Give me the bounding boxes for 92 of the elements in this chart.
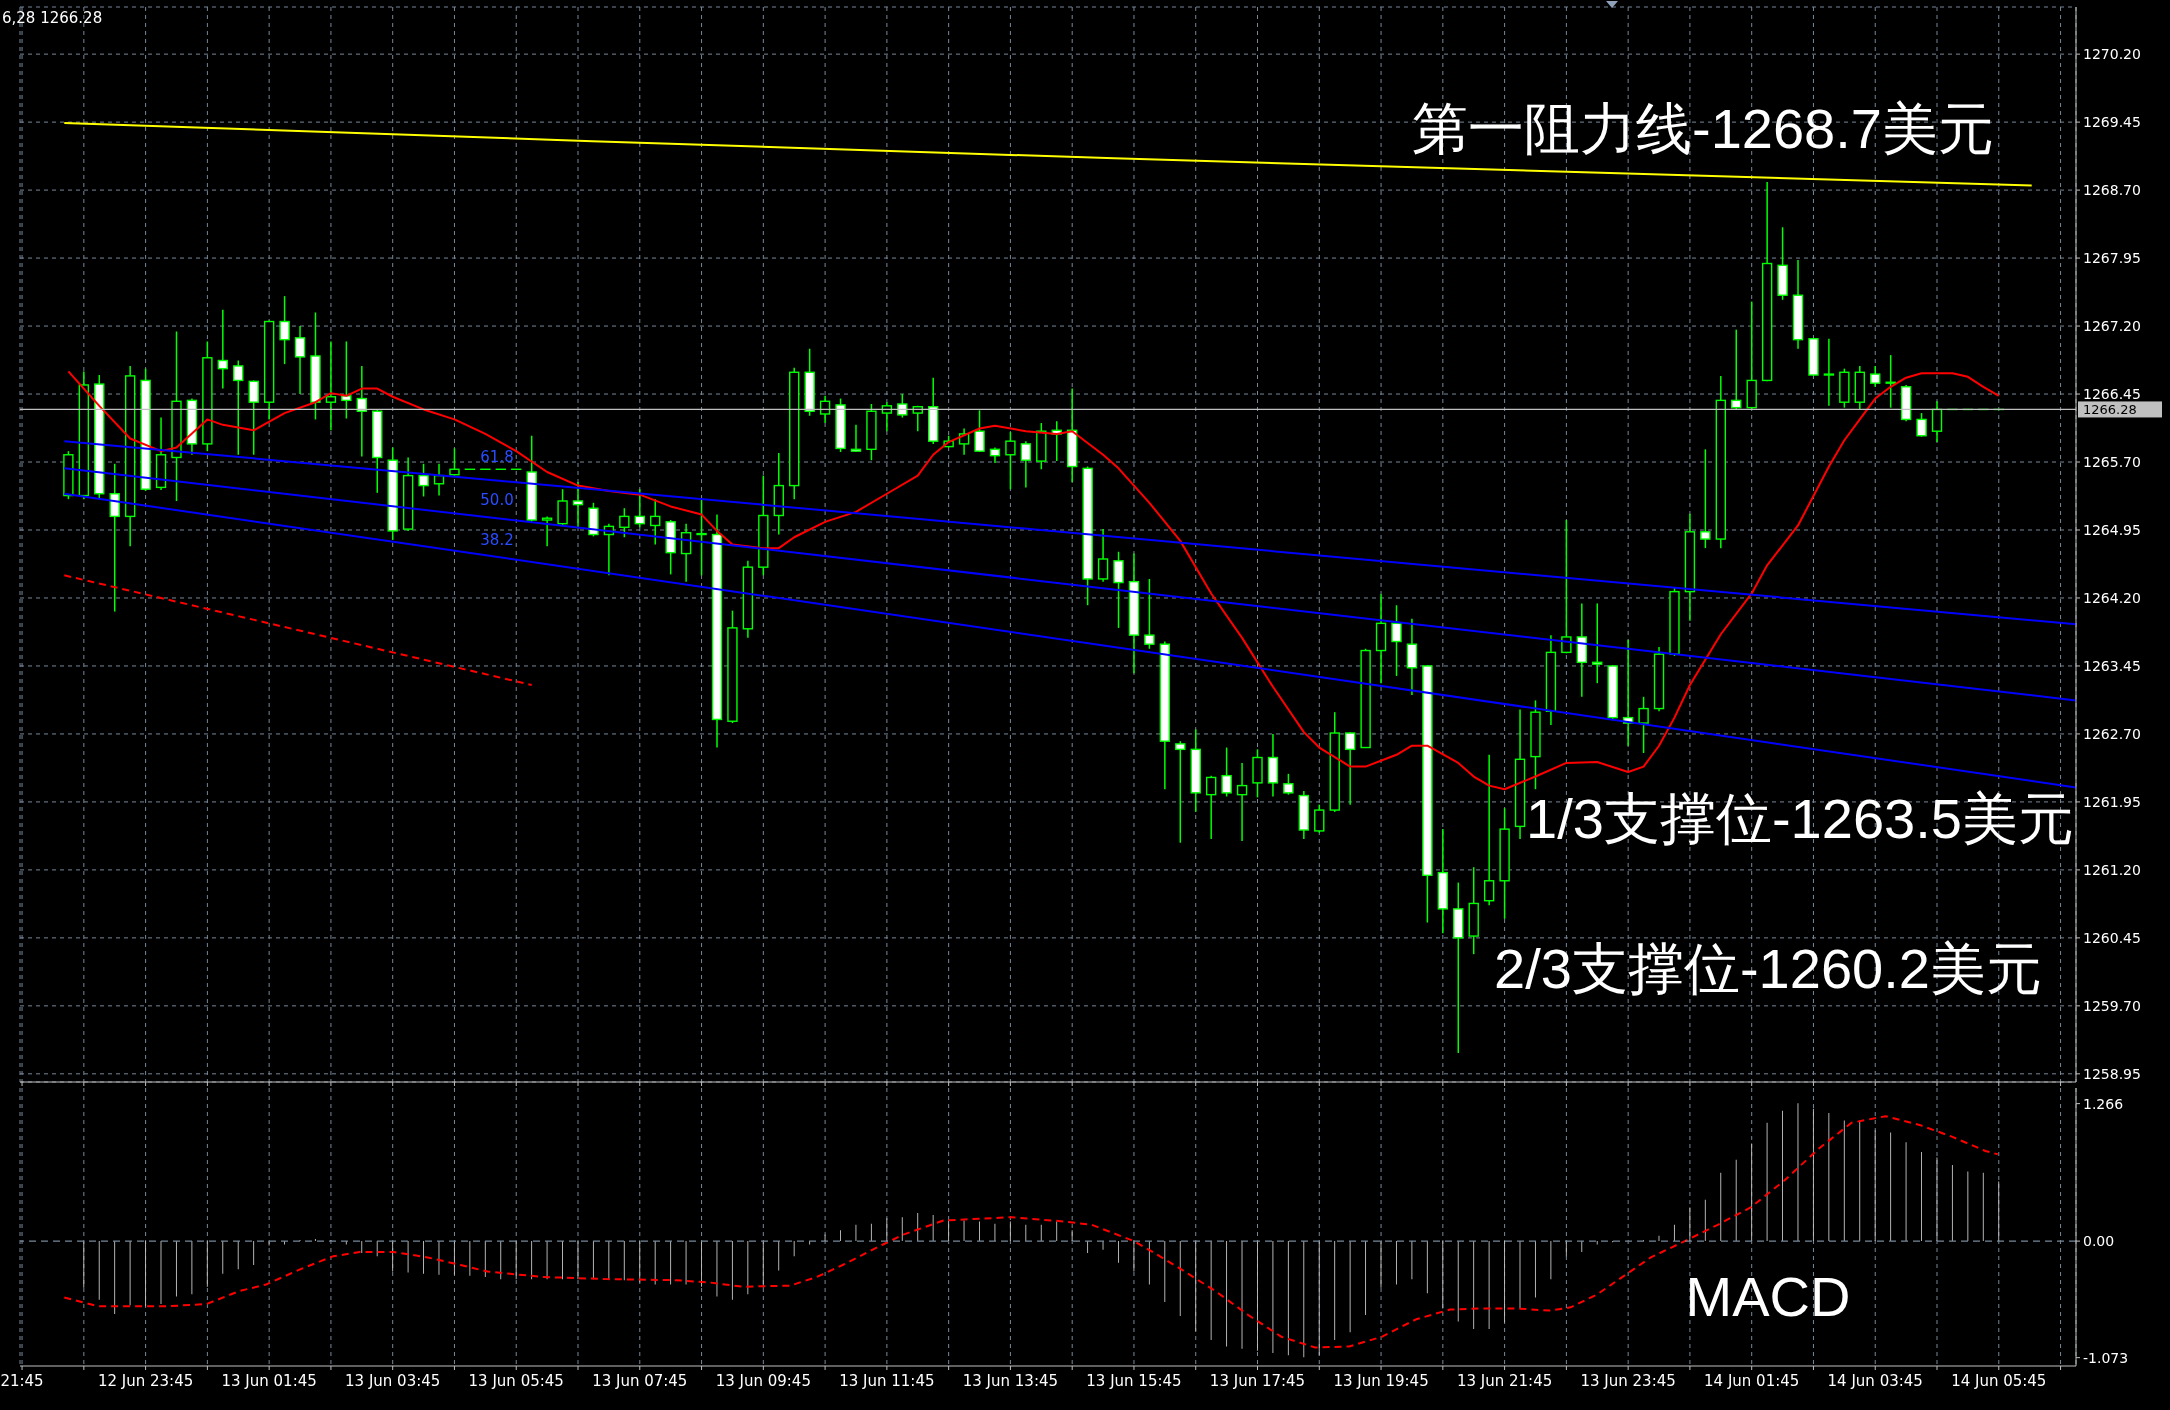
y-tick-label: 1261.95 bbox=[2083, 793, 2141, 810]
y-tick-label: 1266.45 bbox=[2083, 386, 2141, 403]
y-tick-label: 1270.20 bbox=[2083, 46, 2141, 63]
candlestick bbox=[279, 295, 290, 365]
candlestick bbox=[325, 340, 337, 432]
y-tick-label: 1261.20 bbox=[2083, 861, 2141, 878]
candlestick bbox=[1391, 604, 1402, 677]
annotation: 2/3支撑位-1260.2美元 bbox=[1494, 937, 2042, 1000]
candlestick bbox=[1870, 365, 1881, 388]
y-tick-label: 1258.95 bbox=[2083, 1065, 2141, 1082]
y-tick-label: 1264.20 bbox=[2083, 589, 2141, 606]
y-tick-label: 1262.70 bbox=[2083, 725, 2141, 742]
x-tick-label: 13 Jun 07:45 bbox=[592, 1372, 688, 1391]
candlestick bbox=[1592, 602, 1603, 684]
candlestick bbox=[696, 497, 707, 577]
y-tick-label: 1263.45 bbox=[2083, 657, 2141, 674]
candlestick bbox=[1561, 519, 1572, 655]
x-tick-label: 13 Jun 19:45 bbox=[1333, 1372, 1429, 1391]
candlestick bbox=[1344, 731, 1356, 806]
y-tick-label: 1260.45 bbox=[2083, 929, 2141, 946]
candlestick bbox=[1638, 696, 1649, 754]
chart-title: 6,28 1266.28 bbox=[2, 9, 103, 27]
candlestick bbox=[294, 325, 306, 395]
x-tick-label: 13 Jun 11:45 bbox=[839, 1372, 935, 1391]
candlestick bbox=[541, 515, 553, 548]
candlestick bbox=[650, 498, 661, 546]
candlestick bbox=[1005, 431, 1016, 490]
candlestick bbox=[1916, 412, 1927, 438]
candlestick bbox=[248, 379, 259, 456]
candlestick bbox=[341, 340, 352, 420]
x-tick-label: 13 Jun 17:45 bbox=[1209, 1372, 1306, 1391]
x-tick-label: 21:45 bbox=[0, 1372, 44, 1391]
x-tick-label: 13 Jun 13:45 bbox=[962, 1372, 1059, 1391]
candlestick bbox=[1175, 740, 1186, 844]
candlestick bbox=[449, 447, 460, 477]
y-tick-label: 1268.70 bbox=[2083, 182, 2141, 199]
y-tick-label: 1264.95 bbox=[2083, 522, 2141, 538]
x-tick-label: 13 Jun 05:45 bbox=[468, 1372, 564, 1391]
candlestick bbox=[1931, 400, 1943, 443]
candlestick bbox=[572, 481, 584, 529]
candlestick bbox=[1314, 803, 1325, 834]
annotation: 第一阻力线-1268.7美元 bbox=[1412, 97, 1994, 160]
annotation: 1/3支撑位-1263.5美元 bbox=[1526, 787, 2074, 850]
candlestick bbox=[1236, 762, 1248, 842]
candlestick bbox=[1483, 754, 1495, 906]
candlestick bbox=[1097, 528, 1109, 583]
candlestick bbox=[356, 365, 368, 458]
candlestick bbox=[634, 488, 645, 529]
candlestick bbox=[897, 393, 908, 419]
y-tick-label: 1267.95 bbox=[2083, 250, 2141, 267]
x-tick-label: 12 Jun 23:45 bbox=[97, 1372, 194, 1391]
y-tick-label: 1259.70 bbox=[2083, 997, 2141, 1014]
x-tick-label: 13 Jun 15:45 bbox=[1086, 1372, 1182, 1391]
y-tick-label: -1.073 bbox=[2083, 1349, 2129, 1366]
candlestick bbox=[1020, 440, 1032, 489]
annotation: 50.0 bbox=[480, 490, 514, 509]
x-tick-label: 13 Jun 03:45 bbox=[345, 1372, 441, 1391]
x-tick-label: 14 Jun 03:45 bbox=[1827, 1372, 1923, 1391]
y-tick-label: 1267.20 bbox=[2083, 318, 2141, 335]
candlestick bbox=[557, 488, 568, 527]
x-tick-label: 13 Jun 09:45 bbox=[715, 1372, 811, 1391]
candlestick bbox=[233, 359, 244, 456]
x-tick-label: 13 Jun 01:45 bbox=[221, 1372, 317, 1391]
x-tick-label: 13 Jun 23:45 bbox=[1580, 1372, 1676, 1391]
x-tick-label: 14 Jun 01:45 bbox=[1704, 1372, 1800, 1391]
candlestick bbox=[619, 507, 630, 538]
candlestick bbox=[217, 308, 229, 390]
annotation: 61.8 bbox=[480, 447, 514, 466]
candlestick bbox=[1205, 774, 1217, 840]
candlestick bbox=[1221, 746, 1232, 798]
candlestick bbox=[1113, 551, 1124, 629]
text: MACD bbox=[1685, 1265, 1851, 1328]
ref-line-label: 1266.28 bbox=[2083, 401, 2137, 417]
candlestick bbox=[881, 401, 893, 432]
candlestick bbox=[974, 409, 985, 453]
candlestick bbox=[850, 424, 862, 453]
candlestick bbox=[1731, 328, 1742, 411]
x-tick-label: 14 Jun 05:45 bbox=[1951, 1372, 2047, 1391]
y-tick-label: 1269.45 bbox=[2083, 114, 2141, 131]
candlestick bbox=[418, 463, 429, 498]
y-tick-label: 0.00 bbox=[2083, 1233, 2115, 1250]
y-tick-label: 1.266 bbox=[2083, 1095, 2124, 1112]
y-tick-label: 1265.70 bbox=[2083, 454, 2141, 471]
candlestick bbox=[819, 395, 831, 424]
candlestick bbox=[1885, 354, 1896, 409]
candlestick bbox=[1700, 448, 1711, 549]
candlestick bbox=[1823, 338, 1835, 407]
annotation: 38.2 bbox=[480, 530, 514, 549]
candlestick bbox=[1406, 618, 1418, 696]
candlestick bbox=[1283, 773, 1294, 796]
candlestick bbox=[1144, 578, 1155, 650]
x-tick-label: 13 Jun 21:45 bbox=[1456, 1372, 1553, 1391]
